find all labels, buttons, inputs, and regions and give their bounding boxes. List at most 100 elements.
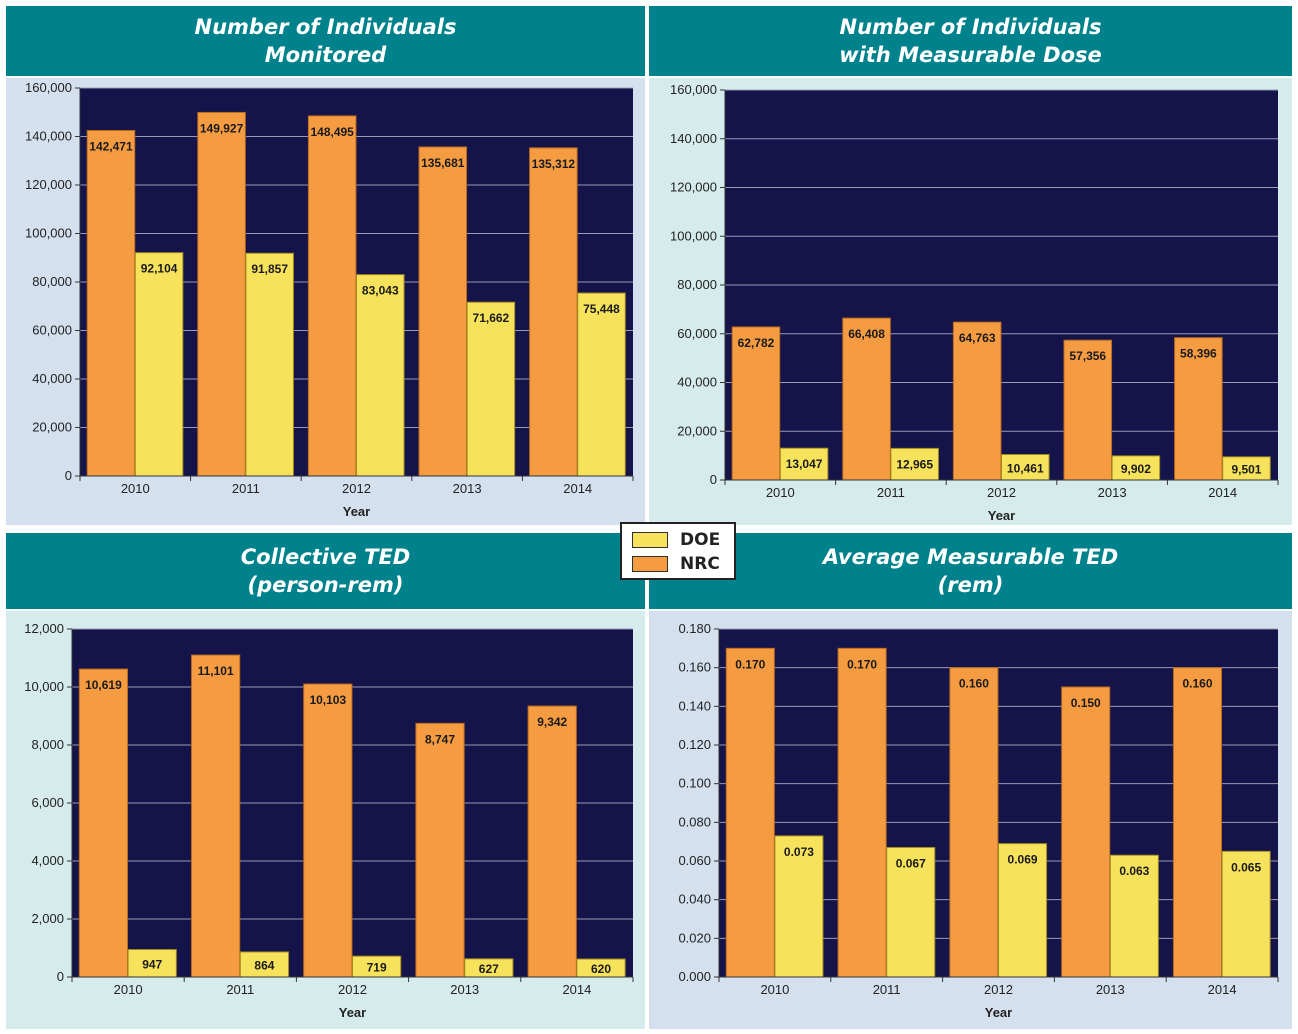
legend-item-doe: DOE — [632, 530, 720, 550]
bar-doe — [1221, 850, 1271, 978]
data-label-doe: 0.069 — [1008, 853, 1038, 867]
data-label-nrc: 64,763 — [959, 331, 996, 345]
bar-doe — [1109, 854, 1159, 978]
bar-nrc — [837, 647, 887, 978]
bar-doe — [998, 843, 1048, 978]
x-tick-label: 2010 — [760, 982, 789, 997]
bar-nrc — [190, 654, 241, 978]
y-tick-label: 0.080 — [678, 814, 711, 829]
bar-doe — [134, 252, 184, 477]
y-tick-label: 20,000 — [677, 423, 717, 438]
bar-nrc — [731, 326, 781, 481]
x-tick-label: 2013 — [1098, 485, 1127, 500]
y-tick-label: 10,000 — [24, 679, 64, 694]
bar-chart-average-ted: 0.000 0.020 0.040 0.060 0.080 0.100 0.120 0.140… — [678, 621, 1279, 1020]
y-tick-label: 80,000 — [677, 277, 717, 292]
y-tick-label: 0 — [710, 472, 717, 487]
bar-chart-monitored: 0 20,000 40,000 60,000 80,000 100,000 120,000 1… — [25, 80, 634, 519]
bar-nrc — [952, 321, 1002, 481]
x-tick-label: 2014 — [1208, 485, 1237, 500]
y-tick-label: 0.160 — [678, 660, 711, 675]
legend-swatch-doe — [632, 532, 668, 548]
y-tick-label: 0 — [65, 468, 72, 483]
y-tick-label: 100,000 — [25, 226, 72, 241]
y-tick-label: 120,000 — [670, 180, 717, 195]
data-label-nrc: 148,495 — [310, 125, 354, 139]
y-tick-label: 0.180 — [678, 621, 711, 636]
bar-doe — [239, 951, 290, 978]
chart-title-line-1: Number of Individuals — [194, 15, 457, 39]
chart-title: Number of Individuals Monitored — [6, 6, 645, 76]
chart-quadrant-monitored: Number of Individuals Monitored 0 20,000 4… — [6, 6, 645, 525]
chart-panel: 0 20,000 40,000 60,000 80,000 100,000 120,000 1… — [649, 78, 1292, 525]
x-tick-label: 2012 — [338, 982, 367, 997]
data-label-nrc: 135,312 — [532, 157, 576, 171]
y-tick-label: 0.100 — [678, 776, 711, 791]
x-tick-label: 2012 — [987, 485, 1016, 500]
y-tick-label: 0 — [57, 969, 64, 984]
bar-nrc — [1172, 667, 1223, 978]
bar-nrc — [842, 317, 891, 481]
x-tick-label: 2012 — [342, 481, 371, 496]
y-tick-label: 0.020 — [678, 930, 711, 945]
data-label-nrc: 0.150 — [1071, 696, 1101, 710]
bar-doe — [886, 846, 936, 978]
x-tick-label: 2013 — [453, 481, 482, 496]
legend-label-nrc: NRC — [680, 554, 720, 574]
bar-doe — [890, 447, 939, 481]
bar-doe — [356, 274, 405, 477]
x-tick-label: 2011 — [873, 982, 901, 997]
y-tick-label: 40,000 — [677, 375, 717, 390]
data-label-nrc: 66,408 — [848, 327, 885, 341]
legend-label-doe: DOE — [680, 530, 721, 550]
y-tick-label: 8,000 — [31, 737, 64, 752]
bar-chart-measurable-dose: 0 20,000 40,000 60,000 80,000 100,000 120,000 1… — [670, 82, 1279, 523]
chart-legend: DOE NRC — [620, 522, 736, 580]
data-label-nrc: 149,927 — [200, 121, 244, 135]
bar-doe — [577, 292, 626, 477]
data-label-doe: 9,902 — [1121, 462, 1151, 476]
chart-panel: 0 20,000 40,000 60,000 80,000 100,000 120,000 1… — [6, 78, 645, 525]
x-tick-label: 2014 — [562, 982, 591, 997]
data-label-doe: 71,662 — [473, 311, 510, 325]
y-tick-label: 40,000 — [32, 371, 72, 386]
data-label-doe: 9,501 — [1231, 462, 1261, 476]
x-tick-label: 2014 — [563, 481, 592, 496]
data-label-nrc: 0.160 — [1182, 677, 1212, 691]
y-tick-label: 4,000 — [31, 853, 64, 868]
x-tick-label: 2011 — [226, 982, 254, 997]
x-axis-title: Year — [988, 508, 1015, 523]
x-tick-label: 2013 — [1096, 982, 1125, 997]
data-label-nrc: 0.170 — [735, 657, 765, 671]
data-label-nrc: 62,782 — [738, 336, 775, 350]
chart-title-line-1: Number of Individuals — [839, 15, 1102, 39]
chart-title-line-2: with Measurable Dose — [839, 43, 1102, 67]
x-tick-label: 2010 — [766, 485, 795, 500]
bar-nrc — [197, 111, 246, 477]
y-tick-label: 140,000 — [670, 131, 717, 146]
chart-title-line-1: Collective TED — [240, 545, 411, 569]
legend-item-nrc: NRC — [632, 554, 720, 574]
y-tick-label: 100,000 — [670, 228, 717, 243]
y-tick-label: 2,000 — [31, 911, 64, 926]
chart-panel: 0 2,000 4,000 6,000 8,000 10,000 12,000 10,619 9… — [6, 611, 645, 1029]
data-label-nrc: 57,356 — [1069, 349, 1106, 363]
y-tick-label: 6,000 — [31, 795, 64, 810]
y-tick-label: 160,000 — [25, 80, 72, 95]
data-label-nrc: 9,342 — [537, 715, 567, 729]
data-label-doe: 627 — [479, 962, 499, 976]
bar-doe — [779, 447, 829, 481]
data-label-doe: 10,461 — [1007, 461, 1044, 475]
legend-swatch-nrc — [632, 556, 668, 572]
data-label-doe: 620 — [591, 962, 611, 976]
y-tick-label: 0.000 — [678, 969, 711, 984]
data-label-nrc: 8,747 — [425, 732, 455, 746]
data-label-doe: 12,965 — [896, 457, 933, 471]
data-label-doe: 92,104 — [141, 262, 178, 276]
data-label-nrc: 10,619 — [85, 678, 122, 692]
data-label-doe: 75,448 — [583, 302, 620, 316]
x-tick-label: 2010 — [114, 982, 143, 997]
x-tick-label: 2013 — [450, 982, 479, 997]
data-label-doe: 947 — [142, 957, 162, 971]
y-tick-label: 140,000 — [25, 129, 72, 144]
